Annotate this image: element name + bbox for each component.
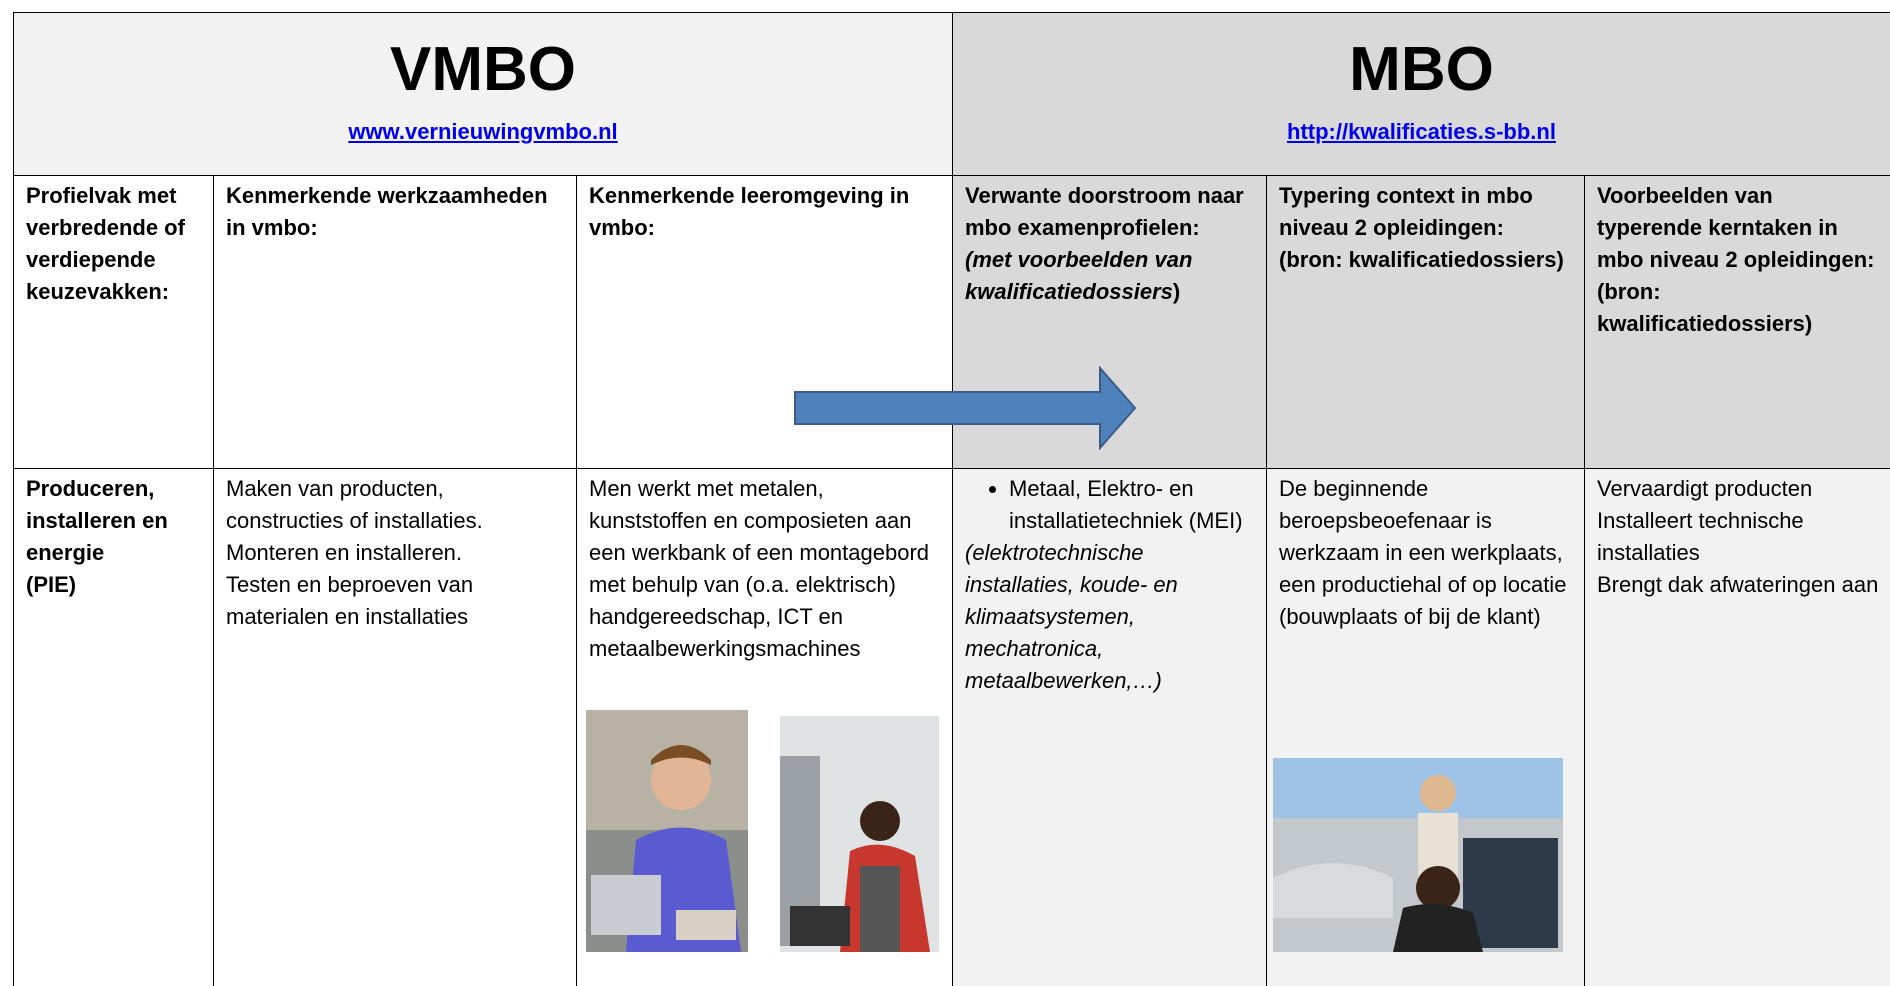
mbo-link[interactable]: http://kwalificaties.s-bb.nl bbox=[1287, 119, 1556, 144]
cell-text: Testen en beproeven van materialen en in… bbox=[226, 572, 474, 629]
column-header: Profielvak met verbredende of verdiepend… bbox=[13, 175, 213, 468]
bullet-item: Metaal, Elektro- en installatietechniek … bbox=[1009, 473, 1254, 537]
arrow-shape bbox=[794, 365, 1137, 451]
column-header: Typering context in mbo niveau 2 opleidi… bbox=[1266, 175, 1584, 468]
mbo-title: MBO bbox=[1349, 35, 1494, 104]
vmbo-title: VMBO bbox=[390, 35, 576, 104]
cell-text: (elektrotechnische installaties, koude- … bbox=[965, 540, 1178, 693]
cell-text: Monteren en installeren. bbox=[226, 540, 463, 565]
header-text: Profielvak met verbredende of verdiepend… bbox=[26, 183, 185, 304]
photo-workshop bbox=[780, 716, 939, 952]
header-note-end: ) bbox=[1172, 279, 1181, 304]
header-text: Voorbeelden van bbox=[1597, 183, 1773, 208]
header-text: (bron: bbox=[1597, 279, 1661, 304]
header-text: kwalificatiedossiers) bbox=[1597, 311, 1813, 336]
table-cell: Men werkt met metalen, kunststoffen en c… bbox=[576, 468, 952, 986]
photo-installation bbox=[1273, 758, 1563, 952]
cell-text: Brengt dak afwateringen aan bbox=[1597, 572, 1879, 597]
header-text: Kenmerkende werkzaamheden in vmbo: bbox=[226, 183, 548, 240]
vmbo-header: VMBO www.vernieuwingvmbo.nl bbox=[13, 12, 952, 175]
cell-text: (PIE) bbox=[26, 572, 77, 597]
bullet-list: Metaal, Elektro- en installatietechniek … bbox=[965, 473, 1254, 537]
table-cell: Vervaardigt producten Installeert technis… bbox=[1584, 468, 1890, 986]
header-note: (bron: kwalificatiedossiers) bbox=[1279, 247, 1564, 272]
header-note: (met voorbeelden van kwalificatiedossier… bbox=[965, 244, 1254, 308]
table-cell: Metaal, Elektro- en installatietechniek … bbox=[952, 468, 1266, 986]
arrow bbox=[794, 365, 1137, 451]
header-text: Typering context in mbo niveau 2 opleidi… bbox=[1279, 183, 1533, 240]
photo-student bbox=[586, 710, 748, 952]
cell-text: Produceren, installeren en energie bbox=[26, 476, 168, 565]
cell-text: De beginnende beroepsbeoefenaar is werkz… bbox=[1279, 476, 1567, 629]
column-header: Voorbeelden van typerende kerntaken in mbo… bbox=[1584, 175, 1890, 468]
header-text: Kenmerkende leeromgeving in vmbo: bbox=[589, 183, 910, 240]
column-header: Kenmerkende leeromgeving in vmbo: bbox=[576, 175, 952, 468]
table-cell: Produceren, installeren en energie (PIE) bbox=[13, 468, 213, 986]
cell-text: Maken van producten, constructies of ins… bbox=[226, 476, 483, 533]
vmbo-link[interactable]: www.vernieuwingvmbo.nl bbox=[348, 119, 618, 144]
cell-text: Installeert technische installaties bbox=[1597, 508, 1804, 565]
table-cell: Maken van producten, constructies of ins… bbox=[213, 468, 576, 986]
column-header: Kenmerkende werkzaamheden in vmbo: bbox=[213, 175, 576, 468]
cell-text: Men werkt met metalen, kunststoffen en c… bbox=[589, 476, 930, 661]
mbo-header: MBO http://kwalificaties.s-bb.nl bbox=[952, 12, 1890, 175]
header-note-italic: (met voorbeelden van kwalificatiedossier… bbox=[965, 247, 1193, 304]
header-text: mbo niveau 2 opleidingen: bbox=[1597, 247, 1875, 272]
cell-text: Vervaardigt producten bbox=[1597, 476, 1813, 501]
header-text: typerende kerntaken in bbox=[1597, 215, 1838, 240]
header-text: Verwante doorstroom naar mbo examenprofi… bbox=[965, 183, 1244, 240]
